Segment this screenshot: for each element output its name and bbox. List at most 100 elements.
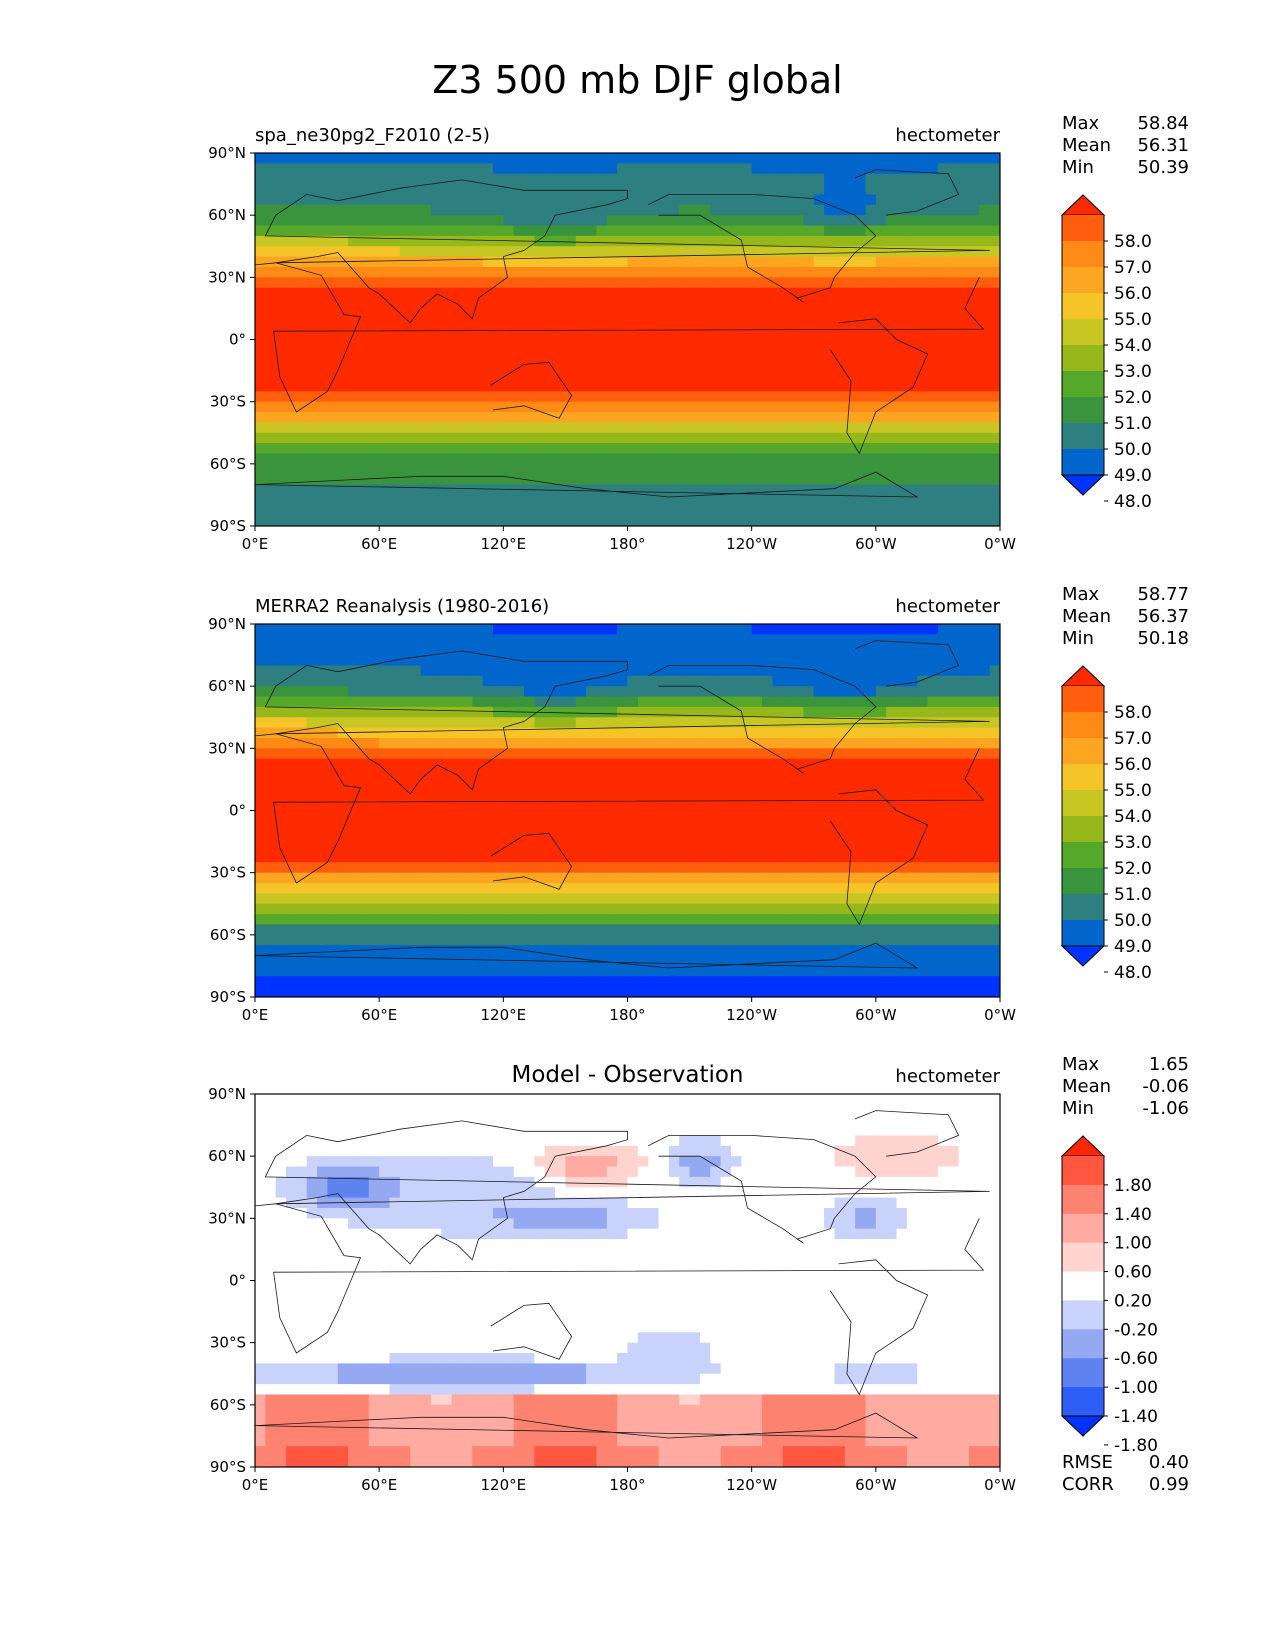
field-cell: [275, 903, 287, 915]
field-cell: [399, 256, 411, 268]
field-cell: [586, 401, 598, 413]
field-cell: [658, 675, 670, 687]
field-cell: [327, 748, 339, 760]
field-cell: [772, 934, 784, 946]
field-cell: [337, 173, 349, 185]
field-cell: [441, 945, 453, 957]
field-cell: [482, 266, 494, 278]
field-cell: [586, 422, 598, 434]
field-cell: [596, 903, 608, 915]
field-cell: [637, 153, 649, 164]
field-cell: [668, 644, 680, 656]
field-cell: [410, 706, 422, 718]
field-cell: [534, 256, 546, 268]
field-cell: [968, 748, 980, 760]
field-cell: [461, 412, 473, 423]
field-cell: [648, 851, 660, 863]
field-cell: [689, 800, 701, 812]
field-cell: [565, 779, 577, 791]
field-cell: [410, 893, 422, 905]
field-cell: [389, 717, 401, 729]
field-cell: [989, 515, 1000, 526]
field-cell: [575, 717, 587, 729]
field-cell: [782, 318, 794, 330]
field-cell: [782, 277, 794, 289]
field-cell: [730, 391, 742, 403]
field-cell: [793, 779, 805, 791]
field-cell: [337, 914, 349, 926]
field-cell: [886, 225, 898, 237]
field-cell: [906, 696, 918, 708]
field-cell: [958, 370, 970, 382]
field-cell: [565, 339, 577, 351]
field-cell: [989, 215, 1000, 227]
field-cell: [793, 789, 805, 801]
field-cell: [544, 893, 556, 905]
field-cell: [524, 225, 535, 237]
field-cell: [637, 789, 649, 801]
field-cell: [875, 934, 887, 946]
field-cell: [803, 748, 815, 760]
field-cell: [327, 883, 339, 894]
field-cell: [627, 624, 639, 635]
field-cell: [730, 675, 742, 687]
field-cell: [699, 779, 711, 791]
field-cell: [524, 505, 535, 517]
field-cell: [927, 360, 939, 372]
field-cell: [658, 696, 670, 708]
field-cell: [565, 769, 577, 781]
field-cell: [896, 153, 908, 164]
field-cell: [834, 893, 846, 905]
field-cell: [524, 360, 535, 372]
field-cell: [337, 474, 349, 486]
field-cell: [855, 494, 867, 506]
field-cell: [710, 474, 722, 486]
field-cell: [472, 841, 484, 853]
field-cell: [989, 401, 1000, 413]
field-cell: [430, 412, 442, 423]
field-cell: [265, 484, 277, 496]
field-cell: [896, 494, 908, 506]
field-cell: [844, 256, 856, 268]
field-cell: [989, 453, 1000, 465]
field-cell: [896, 401, 908, 413]
field-cell: [430, 370, 442, 382]
field-cell: [803, 277, 815, 289]
field-cell: [317, 665, 329, 677]
field-cell: [875, 453, 887, 465]
lon-tick-label: 180°: [609, 535, 645, 553]
field-cell: [451, 391, 463, 403]
field-cell: [575, 380, 587, 392]
field-cell: [348, 256, 360, 268]
field-cell: [275, 883, 287, 894]
field-cell: [875, 391, 887, 403]
field-cell: [555, 432, 567, 444]
field-cell: [720, 748, 732, 760]
field-cell: [306, 215, 318, 227]
field-cell: [658, 153, 670, 164]
field-cell: [555, 318, 567, 330]
field-cell: [544, 686, 556, 698]
field-cell: [348, 789, 360, 801]
field-cell: [441, 349, 453, 361]
field-cell: [337, 318, 349, 330]
field-cell: [948, 769, 960, 781]
field-cell: [544, 655, 556, 667]
field-cell: [648, 235, 660, 247]
field-cell: [296, 934, 308, 946]
field-cell: [265, 727, 277, 739]
field-cell: [741, 225, 753, 237]
field-cell: [534, 686, 546, 698]
field-cell: [927, 380, 939, 392]
field-cell: [534, 914, 546, 926]
field-cell: [472, 903, 484, 915]
field-cell: [896, 903, 908, 915]
field-cell: [513, 624, 525, 635]
field-cell: [337, 748, 349, 760]
field-cell: [420, 758, 432, 770]
field-cell: [606, 329, 618, 341]
field-cell: [606, 706, 618, 718]
field-cell: [617, 914, 629, 926]
field-cell: [834, 717, 846, 729]
field-cell: [255, 934, 266, 946]
